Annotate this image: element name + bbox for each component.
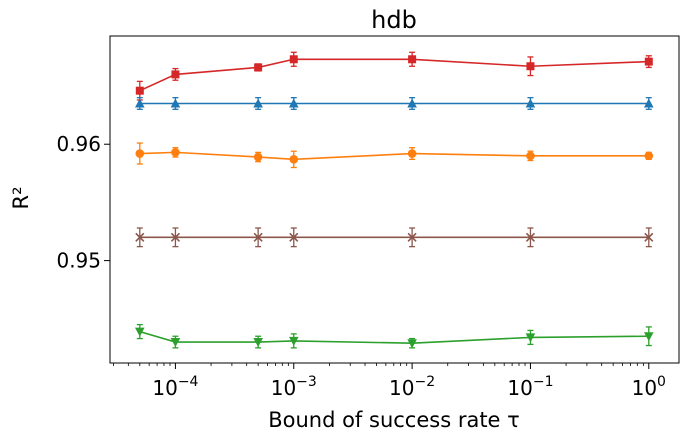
data-point xyxy=(171,70,180,79)
data-point xyxy=(407,339,417,349)
x-tick-label-exponent: −1 xyxy=(533,374,554,390)
series-line xyxy=(139,151,649,161)
data-point xyxy=(135,232,145,242)
y-axis-label: R² xyxy=(9,186,33,209)
data-point xyxy=(407,232,417,242)
data-point xyxy=(289,55,298,64)
series xyxy=(134,323,654,349)
data-point xyxy=(135,149,145,158)
x-tick-label-base: 10 xyxy=(389,376,414,400)
series-line xyxy=(139,58,649,92)
data-point xyxy=(289,232,299,242)
data-point xyxy=(525,333,536,343)
data-point xyxy=(253,338,263,348)
data-point xyxy=(407,149,417,158)
data-point xyxy=(134,98,145,108)
data-point xyxy=(134,327,145,337)
x-tick-label-base: 10 xyxy=(271,376,296,400)
data-point xyxy=(407,98,417,108)
series xyxy=(135,227,654,248)
plot-frame xyxy=(109,35,680,364)
data-point xyxy=(525,232,536,242)
data-point xyxy=(170,232,180,242)
data-point xyxy=(289,155,299,164)
x-tick-label-base: 10 xyxy=(632,376,657,400)
data-point xyxy=(170,98,181,108)
x-axis-label: Bound of success rate τ xyxy=(268,408,520,432)
x-tick-label-base: 10 xyxy=(507,376,532,400)
data-point xyxy=(525,98,536,108)
svg-text:R²: R² xyxy=(9,186,33,209)
y-tick-label: 0.96 xyxy=(56,132,101,156)
data-point xyxy=(170,338,181,348)
data-point xyxy=(253,232,263,242)
data-point xyxy=(171,148,180,157)
data-point xyxy=(408,55,417,64)
x-tick-label-exponent: −3 xyxy=(296,374,317,390)
data-point xyxy=(643,332,654,342)
series xyxy=(134,97,654,110)
data-point xyxy=(644,57,653,66)
data-point xyxy=(135,86,144,95)
data-point xyxy=(644,232,654,242)
data-point xyxy=(288,336,299,346)
x-tick-label-exponent: −2 xyxy=(415,374,436,390)
data-point xyxy=(526,151,535,161)
x-tick-label-exponent: 0 xyxy=(657,374,666,390)
data-point xyxy=(526,62,535,71)
y-tick-label: 0.95 xyxy=(56,249,101,273)
x-tick-label-exponent: −4 xyxy=(178,374,199,390)
data-point xyxy=(644,151,654,161)
x-tick-label: 10−1 xyxy=(507,374,553,400)
series xyxy=(135,51,653,101)
x-tick-label: 10−4 xyxy=(152,374,198,400)
data-point xyxy=(253,152,263,162)
data-point xyxy=(253,98,263,108)
chart-title: hdb xyxy=(371,6,417,34)
x-tick-label: 10−2 xyxy=(389,374,435,400)
data-point xyxy=(288,98,299,108)
data-point xyxy=(254,63,263,72)
x-tick-label-base: 10 xyxy=(152,376,177,400)
x-tick-label: 10−3 xyxy=(271,374,317,400)
data-point xyxy=(643,98,654,108)
x-tick-label: 100 xyxy=(632,374,666,400)
series xyxy=(135,142,654,169)
series-line xyxy=(139,330,649,345)
